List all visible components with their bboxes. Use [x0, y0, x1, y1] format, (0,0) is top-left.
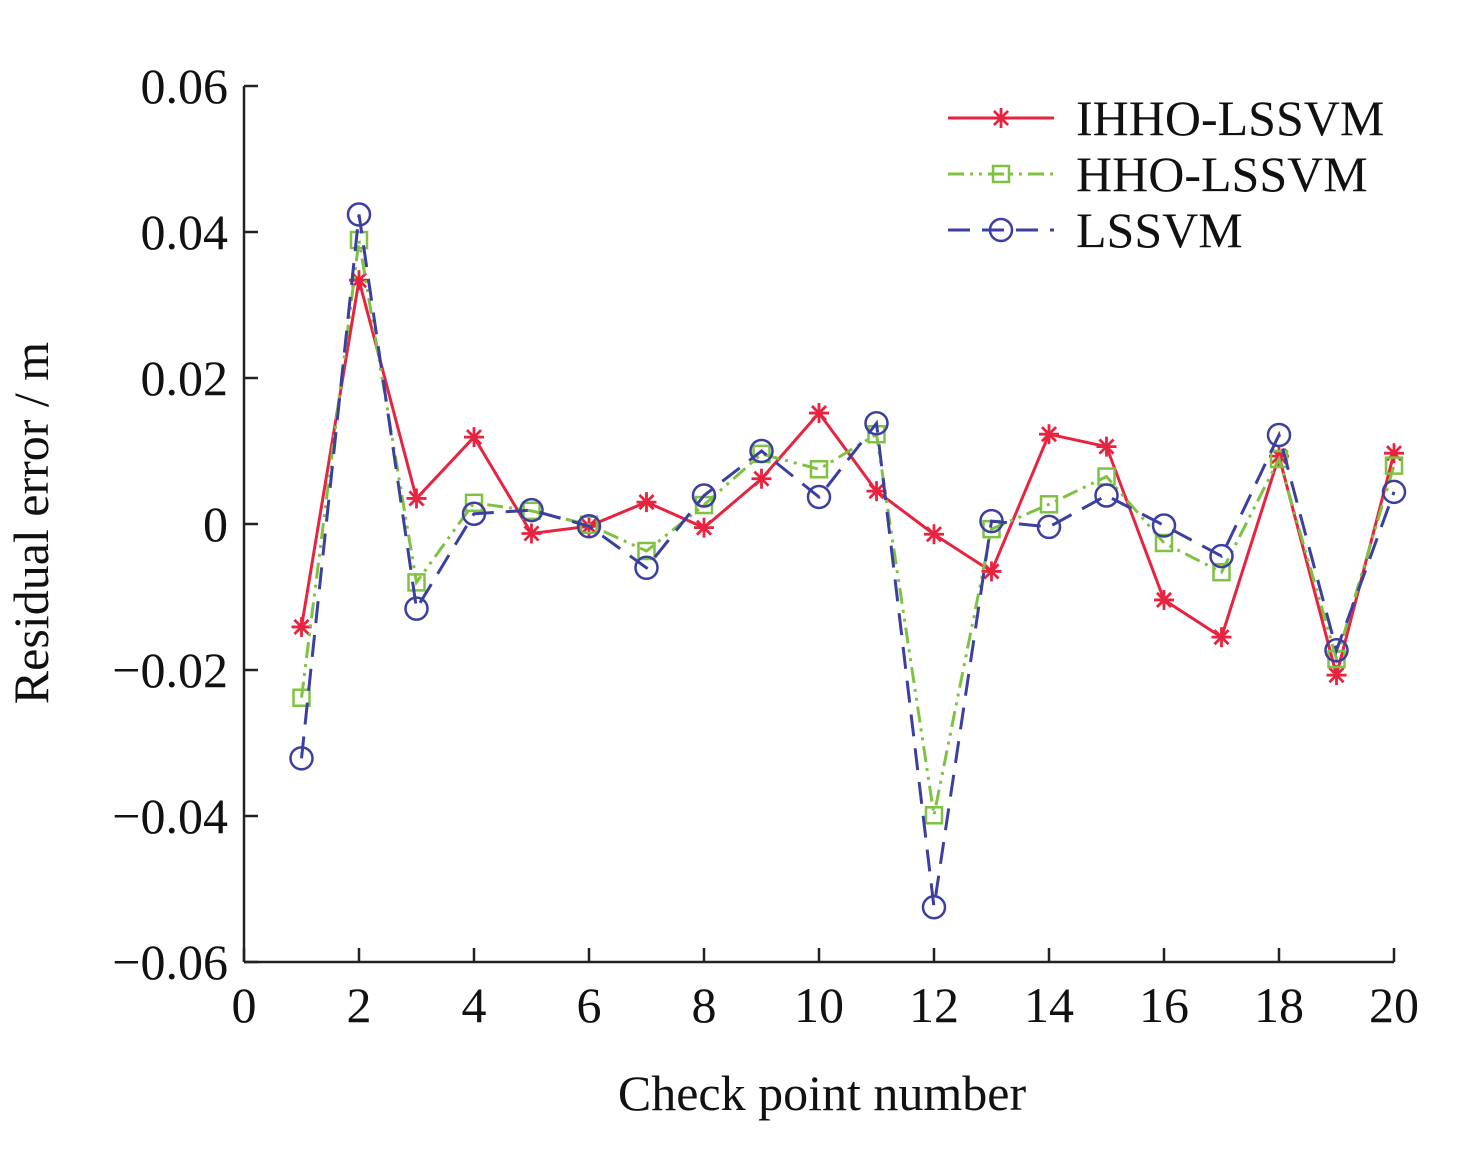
x-tick-label: 6 — [577, 977, 602, 1033]
data-point-lssvm — [691, 483, 717, 508]
series-line-ihho-lssvm — [300, 279, 1396, 682]
x-tick-label: 18 — [1254, 977, 1304, 1033]
data-point-lssvm — [979, 508, 1004, 534]
data-point-lssvm — [921, 895, 947, 920]
data-point-ihho-lssvm — [924, 524, 944, 545]
y-tick-label: 0 — [203, 496, 228, 552]
x-axis-title: Check point number — [618, 1065, 1027, 1121]
x-tick-label: 12 — [909, 977, 959, 1033]
data-point-hho-lssvm — [292, 688, 311, 707]
data-point-ihho-lssvm — [694, 517, 714, 538]
data-point-hho-lssvm — [349, 230, 369, 250]
data-point-lssvm — [806, 484, 832, 510]
legend-label-hho-lssvm: HHO-LSSVM — [1076, 146, 1368, 202]
y-tick-label: −0.04 — [112, 788, 228, 844]
data-point-lssvm — [1151, 513, 1177, 538]
data-point-lssvm — [634, 555, 659, 581]
data-point-lssvm — [519, 497, 544, 523]
data-point-lssvm — [1094, 483, 1119, 508]
x-tick-label: 10 — [794, 977, 844, 1033]
data-point-lssvm — [289, 746, 314, 771]
series-line-hho-lssvm — [300, 239, 1396, 816]
data-point-hho-lssvm — [637, 541, 656, 561]
data-point-ihho-lssvm — [464, 427, 484, 448]
data-point-lssvm — [346, 202, 372, 227]
data-point-lssvm — [461, 501, 487, 527]
legend-item-hho-lssvm: HHO-LSSVM — [948, 146, 1368, 202]
y-axis-title: Residual error / m — [3, 342, 59, 705]
legend-marker-lssvm — [988, 217, 1014, 243]
data-point-hho-lssvm — [464, 493, 484, 513]
y-tick-label: −0.02 — [112, 642, 228, 698]
legend-marker-hho-lssvm — [991, 164, 1011, 184]
data-point-ihho-lssvm — [636, 492, 657, 513]
x-tick-label: 14 — [1024, 977, 1074, 1033]
y-tick-label: −0.06 — [112, 934, 228, 990]
data-point-lssvm — [1209, 543, 1234, 569]
legend-item-lssvm: LSSVM — [948, 202, 1243, 258]
series-lssvm — [289, 202, 1407, 920]
data-point-lssvm — [404, 596, 429, 621]
x-tick-label: 16 — [1139, 977, 1189, 1033]
data-point-ihho-lssvm — [751, 468, 772, 489]
data-point-hho-lssvm — [1039, 495, 1059, 514]
data-point-ihho-lssvm — [809, 403, 829, 424]
data-point-lssvm — [1266, 422, 1292, 448]
data-point-lssvm — [864, 411, 889, 436]
series-group — [289, 202, 1407, 920]
data-point-hho-lssvm — [1269, 449, 1289, 469]
x-tick-label: 20 — [1369, 977, 1419, 1033]
data-point-lssvm — [1036, 514, 1062, 540]
data-point-hho-lssvm — [407, 573, 426, 592]
legend-item-ihho-lssvm: IHHO-LSSVM — [948, 90, 1384, 146]
data-point-hho-lssvm — [1154, 533, 1174, 553]
data-point-lssvm — [1381, 479, 1407, 505]
data-point-ihho-lssvm — [1096, 436, 1117, 457]
data-point-hho-lssvm — [924, 806, 944, 825]
axes: −0.06 −0.04 −0.02 0 0.02 0.04 0.06 0 2 4 6 8 10 12 14 1… — [112, 58, 1419, 1033]
data-point-lssvm — [749, 438, 774, 464]
data-point-ihho-lssvm — [406, 488, 427, 509]
data-point-lssvm — [1324, 638, 1349, 663]
y-tick-label: 0.04 — [141, 204, 229, 260]
y-tick-label: 0.06 — [141, 58, 229, 114]
data-point-ihho-lssvm — [981, 561, 1002, 582]
data-point-hho-lssvm — [1384, 456, 1404, 475]
data-point-ihho-lssvm — [521, 523, 542, 544]
data-point-ihho-lssvm — [1211, 627, 1232, 648]
series-ihho-lssvm — [291, 270, 1404, 686]
data-point-ihho-lssvm — [1326, 665, 1347, 686]
data-point-ihho-lssvm — [291, 616, 312, 637]
legend-label-ihho-lssvm: IHHO-LSSVM — [1076, 90, 1384, 146]
data-point-lssvm — [576, 513, 602, 539]
data-point-ihho-lssvm — [1154, 589, 1174, 610]
data-point-ihho-lssvm — [1039, 424, 1059, 445]
legend-label-lssvm: LSSVM — [1076, 202, 1243, 258]
data-point-hho-lssvm — [1212, 562, 1231, 582]
x-tick-label: 8 — [692, 977, 717, 1033]
data-point-hho-lssvm — [809, 460, 829, 479]
y-tick-label: 0.02 — [141, 350, 229, 406]
x-tick-label: 0 — [232, 977, 257, 1033]
legend-marker-ihho-lssvm — [991, 108, 1011, 128]
x-tick-label: 4 — [462, 977, 487, 1033]
x-tick-label: 2 — [347, 977, 372, 1033]
